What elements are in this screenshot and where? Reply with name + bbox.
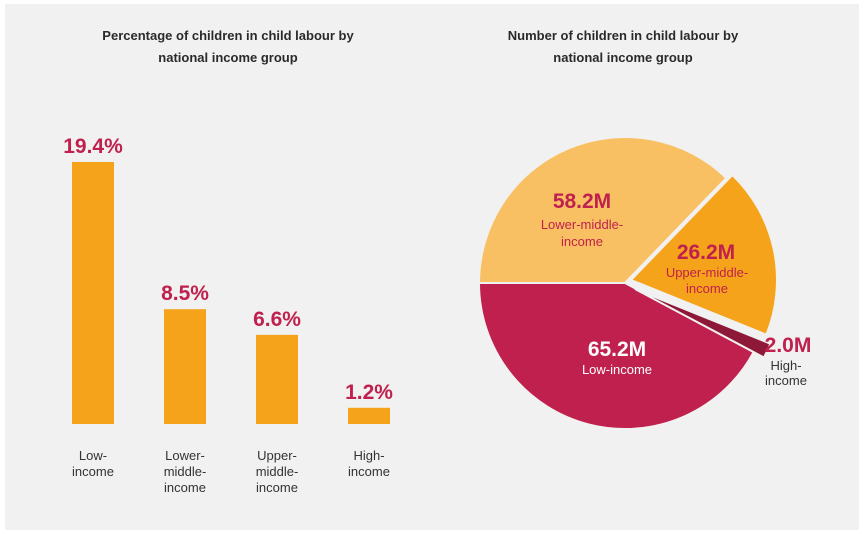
slice-value-label: 65.2M	[588, 338, 646, 361]
slice-name-label: Upper-middle-income	[666, 265, 748, 296]
bar-value-label: 19.4%	[63, 135, 123, 158]
bar-value-label: 1.2%	[345, 381, 393, 404]
bar	[256, 334, 298, 424]
bar	[164, 309, 206, 424]
bar-value-label: 6.6%	[253, 308, 301, 331]
bar	[348, 407, 390, 424]
pie-slice	[477, 282, 756, 430]
category-label: Low-income	[72, 448, 114, 479]
slice-name-label: Lower-middle-income	[541, 217, 623, 249]
pie-slice	[477, 136, 728, 284]
pie-slice	[634, 288, 772, 359]
slice-name-label: Low-income	[582, 362, 652, 377]
category-label: Lower-middle-income	[164, 448, 207, 495]
slice-value-label: 2.0M	[765, 334, 812, 357]
slice-name-label: High-income	[765, 358, 807, 388]
slice-value-label: 58.2M	[553, 190, 611, 213]
bar	[72, 162, 114, 424]
bar-value-label: 8.5%	[161, 282, 209, 305]
slice-value-label: 26.2M	[677, 241, 735, 264]
category-label: High-income	[348, 448, 390, 479]
pie-chart-title: Number of children in child labour by na…	[507, 28, 739, 65]
pie-slice	[629, 173, 778, 336]
bar-chart-title: Percentage of children in child labour b…	[102, 28, 354, 65]
category-label: Upper-middle-income	[256, 448, 299, 495]
